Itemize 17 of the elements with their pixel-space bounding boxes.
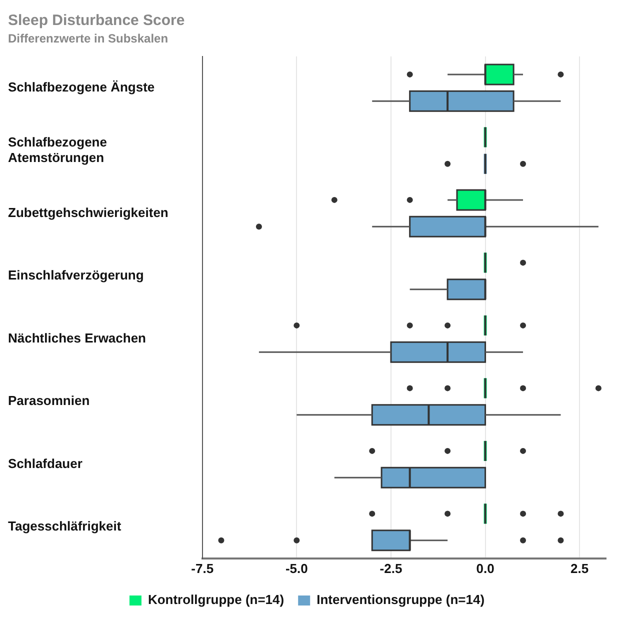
text: Differenzwerte in Subskalen [8,32,168,46]
y-tick-label: Parasomnien [8,393,90,408]
x-tick-label: -2.5 [380,560,402,576]
y-tick-label: Einschlafverzögerung [8,268,144,283]
y-tick-label: Nächtliches Erwachen [8,330,146,346]
y-tick-label: Schlafbezogene Atemstörungen [8,134,107,165]
y-tick-label: Schlafdauer [8,456,82,471]
x-tick-label: 2.5 [570,560,589,576]
x-tick-label: -5.0 [285,560,308,576]
y-tick-label: Zubettgehschwierigkeiten [8,204,168,220]
y-tick-label: Schlafbezogene Ängste [8,79,155,94]
chart-title: Sleep Disturbance Score [8,12,185,30]
y-tick-label: Tagesschläfrigkeit [8,518,122,534]
legend-label: Interventionsgruppe (n=14) [316,592,485,608]
x-tick-label: -7.5 [191,560,214,576]
x-tick-label: 0.0 [476,560,494,576]
legend-label: Kontrollgruppe (n=14) [148,592,284,608]
